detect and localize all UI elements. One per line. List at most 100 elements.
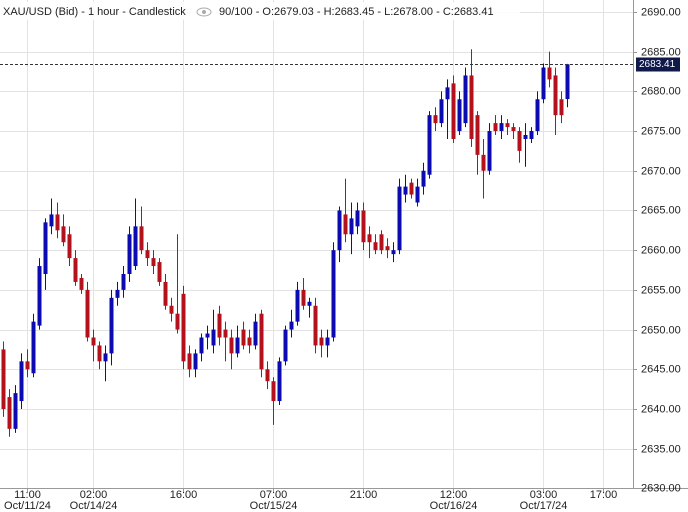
candle-body (517, 131, 522, 151)
candles (1, 49, 570, 437)
candle-body (175, 313, 180, 330)
candle-body (157, 262, 162, 282)
ohlc-info: 90/100 - O:2679.03 - H:2683.45 - L:2678.… (219, 6, 494, 18)
y-tick-label: 2645.00 (641, 363, 681, 375)
candle-body (499, 123, 504, 132)
candle-body (349, 218, 354, 235)
candle-body (481, 154, 486, 171)
candle-body (253, 321, 258, 346)
x-tick-label: 21:00 (350, 489, 378, 501)
candle-body (259, 313, 264, 370)
candle-body (343, 214, 348, 235)
x-tick-label: 17:00 (590, 489, 618, 501)
candle-body (145, 250, 150, 259)
candle-body (337, 210, 342, 251)
candle-body (139, 226, 144, 251)
candle-body (535, 99, 540, 132)
candle-body (415, 186, 420, 203)
candle-body (109, 297, 114, 354)
candle-body (469, 75, 474, 139)
candle-body (43, 222, 48, 274)
candle-body (247, 337, 252, 346)
candle-body (361, 210, 366, 243)
candle-body (367, 234, 372, 243)
candle-body (463, 75, 468, 124)
y-tick-label: 2665.00 (641, 204, 681, 216)
candle-body (421, 170, 426, 187)
candle-body (103, 353, 108, 362)
x-date-label: Oct/17/24 (520, 500, 568, 512)
eye-icon (196, 7, 212, 17)
candle-body (565, 64, 570, 100)
candle-body (433, 115, 438, 124)
candle-body (25, 361, 30, 370)
candle-body (277, 361, 282, 402)
y-tick-label: 2660.00 (641, 244, 681, 256)
candle-body (7, 397, 12, 429)
candle-body (427, 115, 432, 175)
last-price-label: 2683.41 (639, 59, 676, 70)
y-tick-label: 2655.00 (641, 284, 681, 296)
header-bg (0, 2, 520, 20)
candle-body (301, 289, 306, 306)
candle-body (391, 250, 396, 255)
candle-body (1, 349, 6, 409)
candle-body (295, 289, 300, 322)
candle-body (403, 186, 408, 195)
x-date-label: Oct/16/24 (430, 500, 478, 512)
candle-body (163, 281, 168, 306)
x-date-label: Oct/15/24 (250, 500, 298, 512)
candle-body (451, 83, 456, 139)
candle-body (241, 329, 246, 346)
candle-body (307, 301, 312, 306)
candle-body (235, 337, 240, 354)
candle-body (49, 214, 54, 227)
candle-body (127, 234, 132, 274)
candle-body (121, 273, 126, 290)
x-date-label: Oct/11/24 (4, 500, 51, 512)
candle-body (379, 234, 384, 251)
candle-body (373, 242, 378, 251)
candle-body (169, 305, 174, 314)
x-date-label: Oct/14/24 (70, 500, 118, 512)
candle-body (325, 337, 330, 346)
candle-body (85, 289, 90, 338)
last-price-box (636, 57, 680, 72)
candle-body (445, 87, 450, 100)
x-tick-label: 02:00 (80, 489, 108, 501)
y-tick-label: 2675.00 (641, 125, 681, 137)
candle-body (223, 329, 228, 338)
candle-body (199, 337, 204, 354)
y-tick-label: 2640.00 (641, 403, 681, 415)
y-tick-label: 2635.00 (641, 443, 681, 455)
candle-body (553, 75, 558, 116)
candle-body (37, 266, 42, 326)
candle-body (313, 305, 318, 346)
candle-body (457, 99, 462, 132)
candle-body (541, 67, 546, 100)
candle-body (505, 123, 510, 128)
candle-body (265, 369, 270, 382)
candle-body (73, 258, 78, 282)
candle-body (19, 361, 24, 402)
x-tick-label: 07:00 (260, 489, 288, 501)
candle-body (67, 234, 72, 259)
candle-body (79, 277, 84, 290)
candle-body (151, 258, 156, 267)
candle-body (319, 337, 324, 346)
x-tick-label: 03:00 (530, 489, 558, 501)
candle-body (331, 250, 336, 338)
candle-body (397, 186, 402, 251)
candle-body (475, 115, 480, 155)
candle-body (559, 99, 564, 116)
y-tick-label: 2690.00 (641, 6, 681, 18)
candle-body (289, 321, 294, 330)
candle-body (55, 214, 60, 231)
candle-body (193, 353, 198, 370)
candle-body (283, 329, 288, 362)
candle-body (61, 226, 66, 243)
y-tick-label: 2685.00 (641, 46, 681, 58)
y-tick-label: 2670.00 (641, 165, 681, 177)
